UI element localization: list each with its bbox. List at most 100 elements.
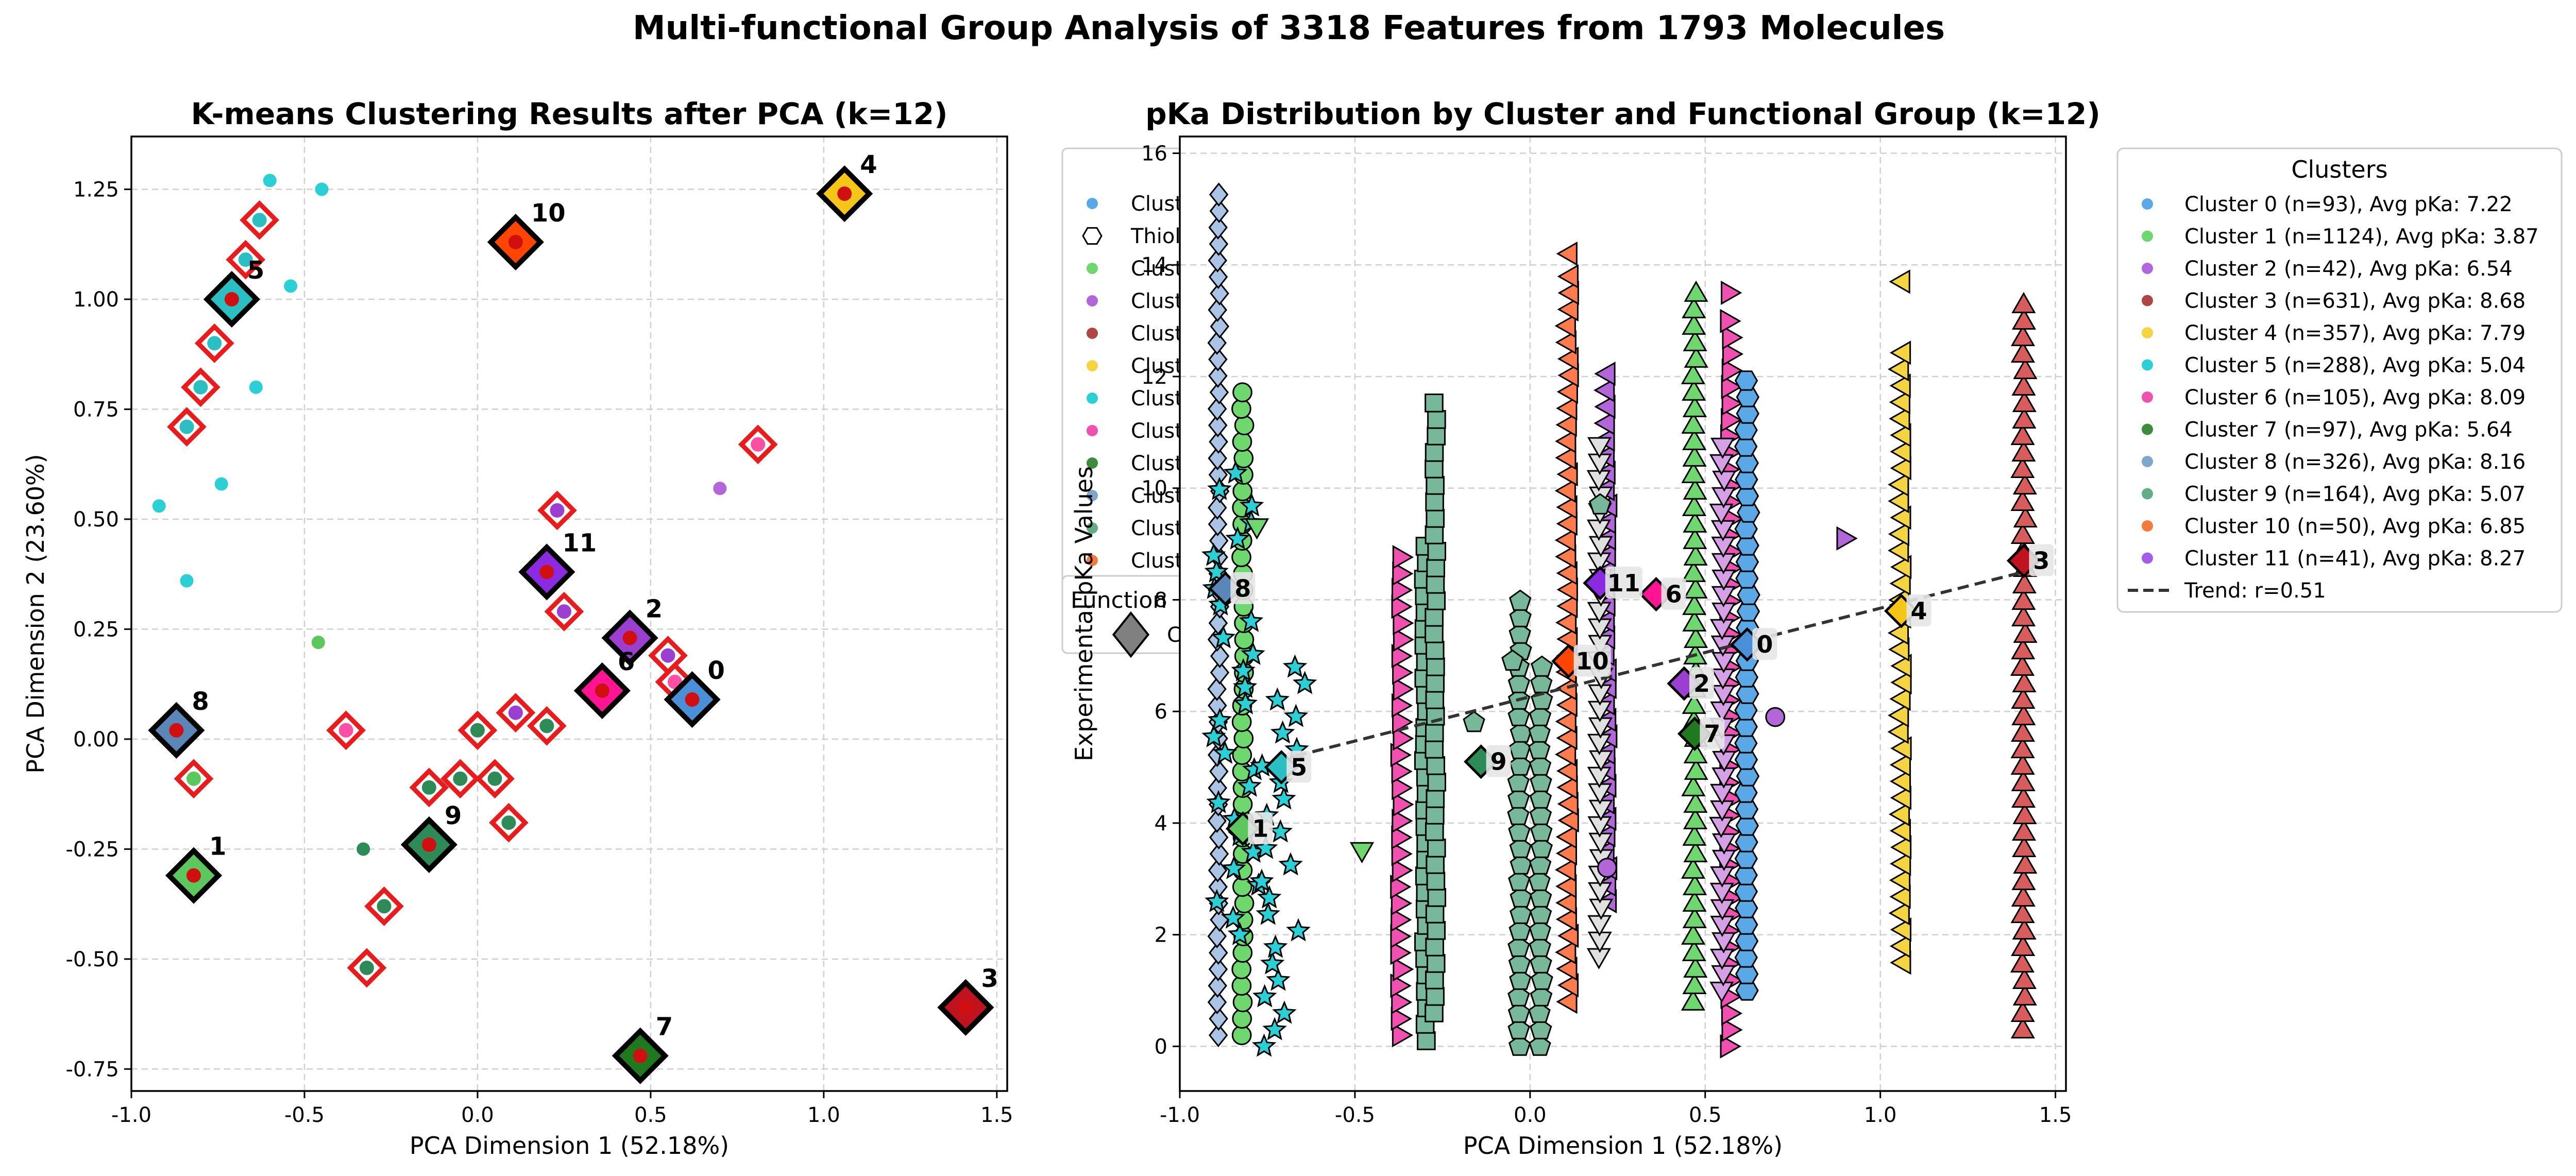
centroid-label: 10	[531, 199, 566, 228]
pka-column-point	[2010, 901, 2035, 924]
pka-point	[1721, 280, 1742, 305]
pka-column-point	[1556, 577, 1578, 602]
cluster-legend-label: Cluster 4 (n=357), Avg pKa: 7.79	[2184, 321, 2526, 345]
pka-column-point	[1682, 890, 1707, 912]
pka-column-point	[1426, 805, 1445, 825]
pka-column-point	[1221, 905, 1246, 929]
p1-xtick-label: 0.5	[634, 1103, 667, 1127]
pka-column-point	[1232, 943, 1253, 963]
pka-column-point	[1681, 462, 1706, 483]
pka-column-point	[1721, 1001, 1743, 1026]
cluster-legend-trend-label: Trend: r=0.51	[2184, 579, 2326, 603]
pka-column-point	[1207, 707, 1232, 731]
pka-column-point	[1557, 363, 1579, 388]
pka-column-point	[1683, 626, 1708, 648]
pka-column-point	[1557, 924, 1579, 948]
pka-column-point	[2011, 687, 2036, 709]
pka-column-point	[1257, 885, 1282, 909]
cluster-legend-marker	[2142, 456, 2153, 467]
pka-column-point	[1530, 837, 1553, 858]
pka-column-point	[1557, 281, 1579, 305]
pka-column-point	[1681, 923, 1706, 945]
pka-centroid-label: 5	[1291, 753, 1307, 781]
pka-centroid-label: 4	[1910, 597, 1927, 625]
pka-column-point	[1263, 934, 1288, 958]
cluster-legend-marker	[2142, 327, 2153, 338]
centroid-label: 8	[192, 687, 209, 716]
pka-column-point	[1425, 492, 1444, 512]
pka-column-point	[1507, 935, 1530, 957]
pka-column-point	[1556, 693, 1578, 718]
pka-point	[1765, 707, 1786, 727]
pka-column-point	[1890, 786, 1911, 810]
functional-legend-label: Clust	[1131, 387, 1183, 411]
pka-column-point	[1507, 985, 1530, 1007]
pka-column-point	[1529, 705, 1552, 726]
ringed-point	[207, 336, 222, 351]
pka-column-point	[2010, 951, 2035, 973]
pka-column-point	[2010, 1017, 2035, 1039]
pka-column-point	[1425, 904, 1445, 924]
pka-column-point	[1237, 773, 1262, 797]
pka-column-point	[1683, 841, 1708, 862]
functional-legend-label: Clust	[1131, 192, 1183, 216]
pka-column-point	[1529, 902, 1552, 924]
pka-column-point	[2013, 621, 2038, 643]
pka-column-point	[2012, 803, 2037, 825]
cluster-legend-label: Cluster 1 (n=1124), Avg pKa: 3.87	[2184, 225, 2539, 249]
pka-column-point	[1889, 373, 1911, 398]
pka-column-point	[1556, 380, 1578, 404]
pka-column-point	[1683, 527, 1707, 549]
centroid-label: 1	[209, 832, 226, 861]
pka-column-point	[1509, 919, 1531, 941]
cluster-legend-marker	[2142, 488, 2153, 500]
pka-centroid-label-bg	[1605, 566, 1642, 599]
pka-column-point	[1208, 512, 1228, 537]
pka-point	[1597, 858, 1617, 878]
pka-column-point	[1555, 891, 1577, 915]
pka-column-point	[1556, 495, 1578, 520]
pka-column-point	[1587, 437, 1612, 458]
pka-column-point	[1391, 908, 1412, 932]
functional-legend-marker	[1087, 393, 1098, 404]
pka-column-point	[1232, 674, 1258, 698]
functional-legend-marker	[1087, 490, 1098, 501]
pka-column-point	[1426, 558, 1445, 577]
pka-column-point	[1507, 705, 1530, 726]
pka-column-point	[1392, 710, 1414, 735]
pka-column-point	[1425, 607, 1444, 627]
pka-column-point	[1711, 833, 1737, 855]
pka-column-point	[1684, 346, 1708, 368]
cluster-legend-marker	[2142, 295, 2153, 306]
pka-column-point	[2012, 407, 2037, 429]
pka-column-point	[2012, 473, 2037, 495]
pka-column-point	[1888, 802, 1910, 827]
functional-legend2-title: Function	[1071, 587, 1167, 613]
centroid-core	[421, 837, 436, 852]
p1-xtick-label: 0.0	[461, 1103, 494, 1127]
pka-column-point	[1251, 1033, 1277, 1057]
cluster-legend-label: Cluster 10 (n=50), Avg pKa: 6.85	[2184, 515, 2526, 538]
pka-column-point	[1210, 281, 1229, 306]
p2-ytick-label: 2	[1155, 924, 1167, 947]
pka-column-point	[2012, 390, 2037, 413]
pka-column-point	[2012, 572, 2037, 594]
pka-column-point	[1682, 445, 1707, 467]
p2-ytick-label: 4	[1155, 812, 1167, 836]
pka-column-point	[2013, 852, 2038, 874]
pka-column-point	[1555, 544, 1577, 569]
pka-column-point	[1890, 917, 1911, 942]
plain-point	[311, 636, 325, 650]
cluster-legend-marker	[2142, 359, 2153, 371]
pka-column-point	[1233, 728, 1254, 748]
pka-centroid-label: 2	[1693, 670, 1710, 697]
pka-column-point	[1201, 724, 1226, 747]
functional-legend-marker	[1087, 457, 1098, 469]
pka-column-point	[1684, 280, 1708, 302]
pka-column-point	[1223, 460, 1248, 484]
pka-column-point	[1721, 358, 1743, 383]
p2-ytick-label: 0	[1155, 1035, 1167, 1059]
pka-column-point	[1721, 407, 1742, 432]
pka-column-point	[1510, 886, 1532, 908]
